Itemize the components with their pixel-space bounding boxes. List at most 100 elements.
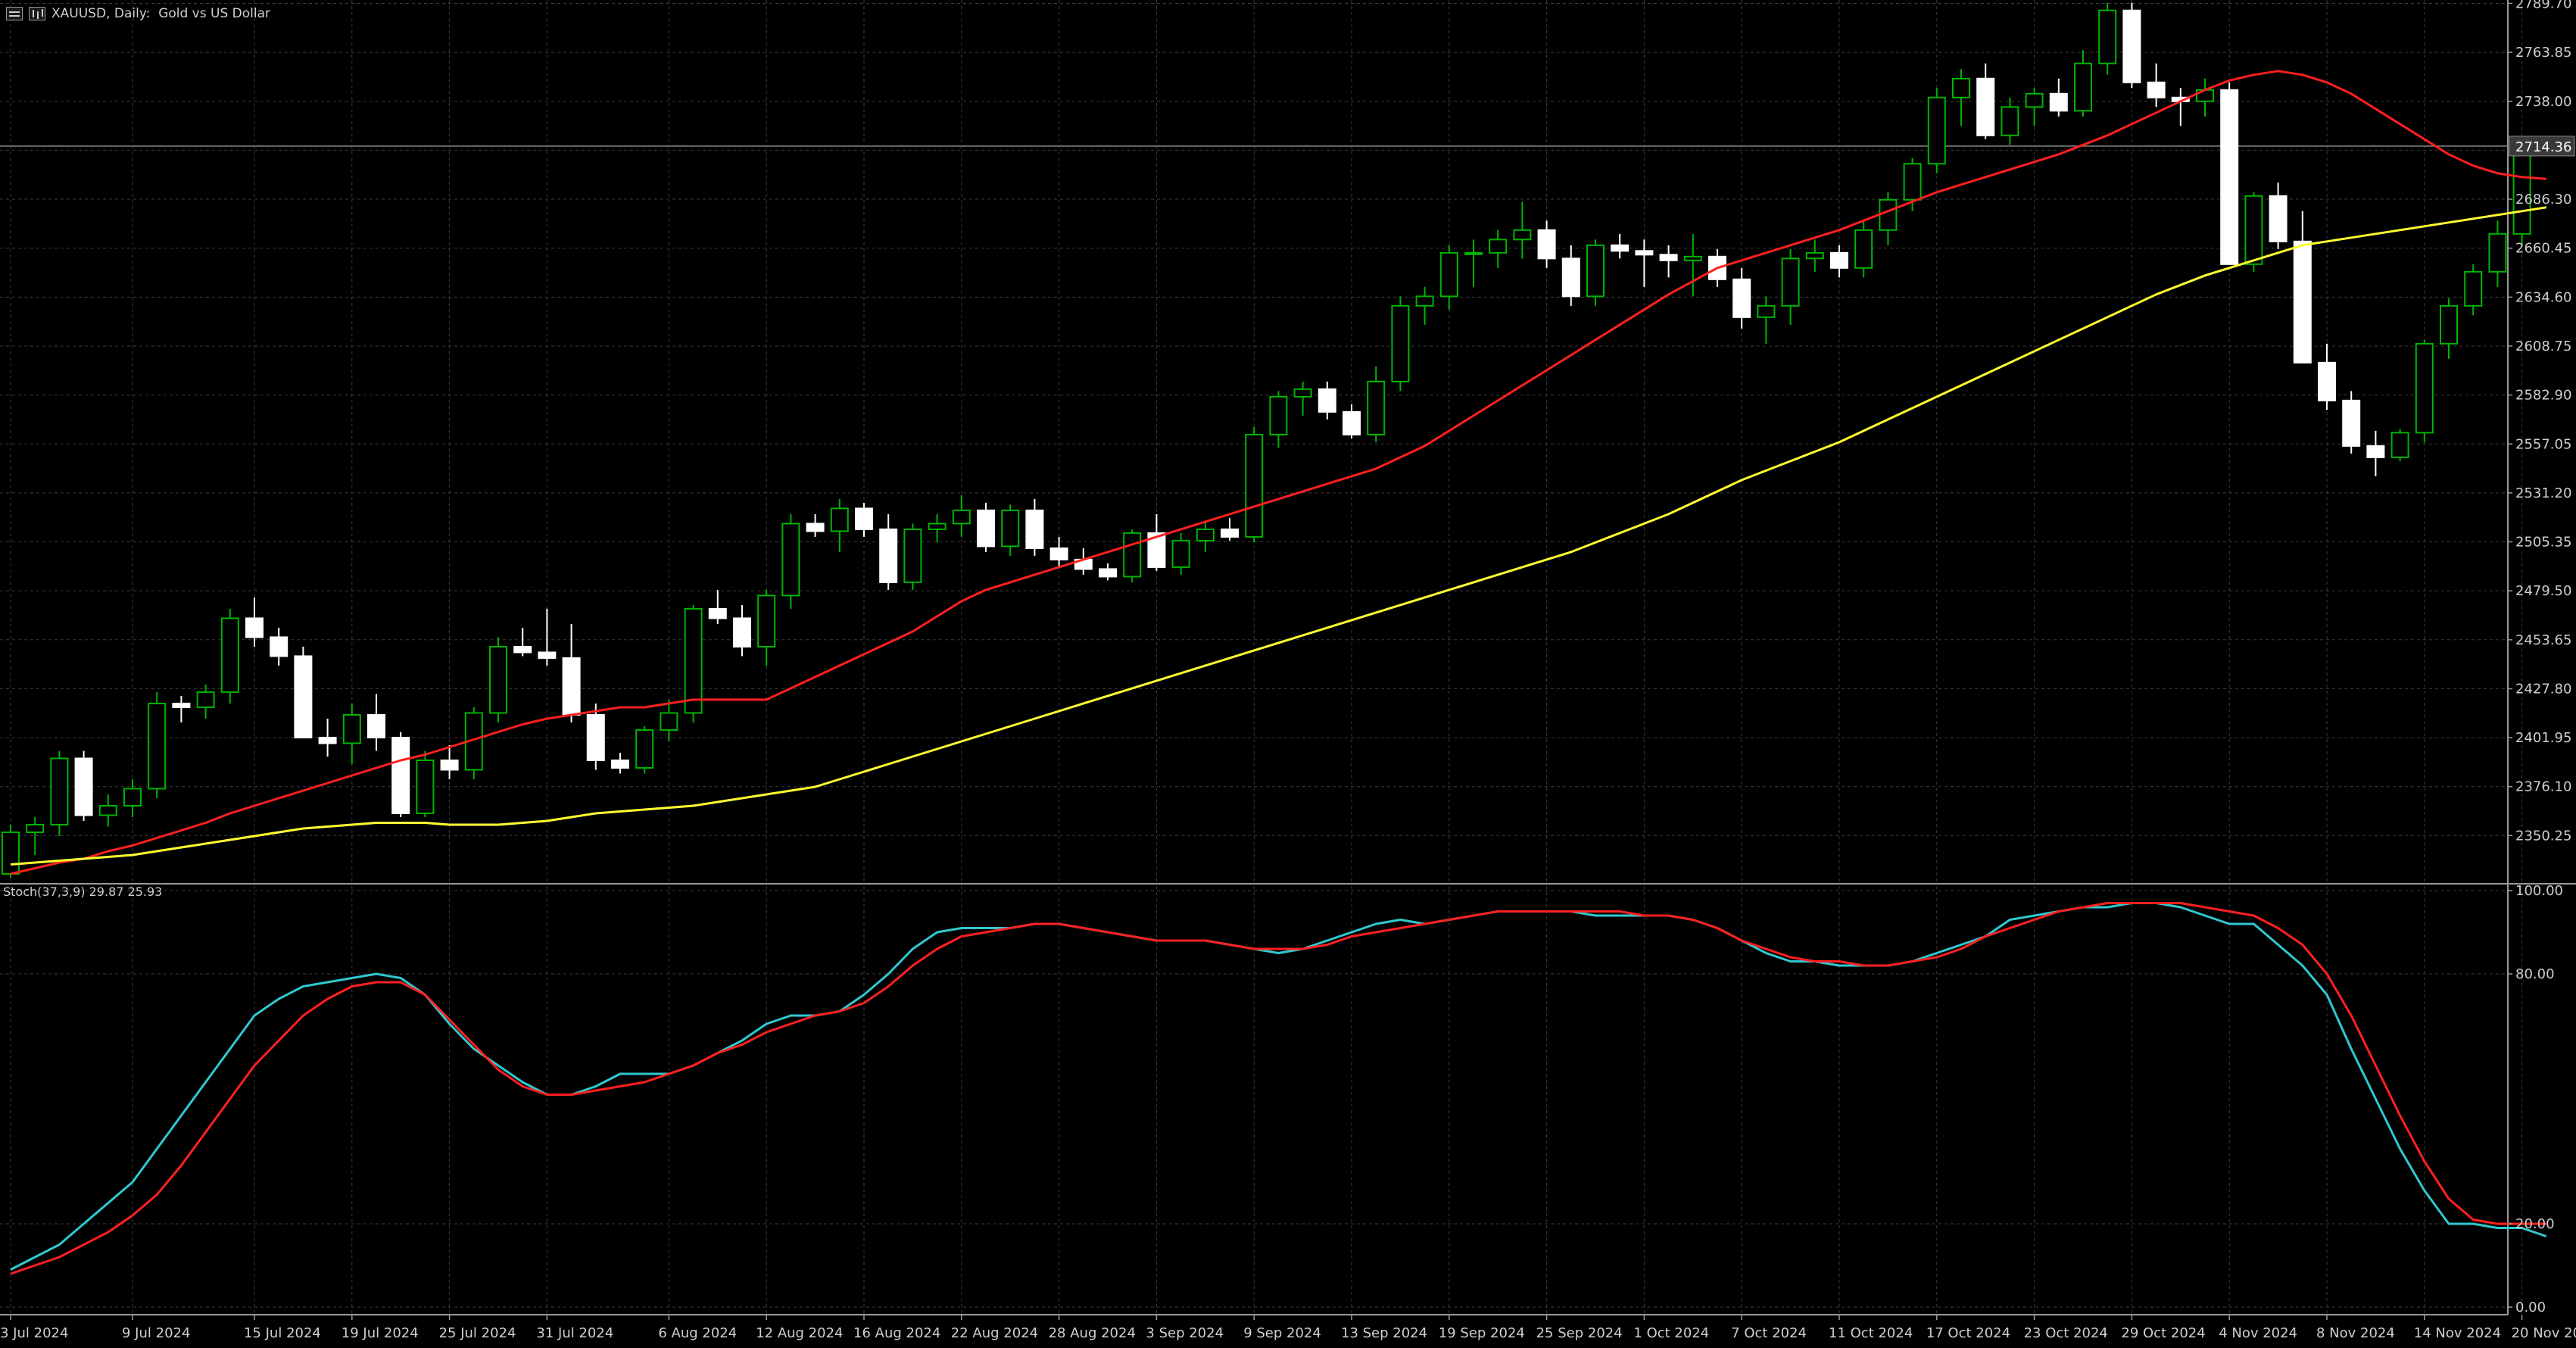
price-tick-label: 2738.00: [2515, 94, 2571, 110]
candle-body: [2440, 304, 2458, 345]
price-axis[interactable]: 2789.70 2763.85 2738.00 2686.30 2660.45 2634.…: [2508, 0, 2575, 1315]
candle-body: [172, 702, 191, 708]
candle-body: [2464, 270, 2483, 307]
candle-body: [1879, 198, 1898, 231]
time-tick-label: 1 Oct 2024: [1633, 1325, 1709, 1341]
time-tick-label: 19 Sep 2024: [1439, 1325, 1525, 1341]
ma-slow-line: [10, 206, 2547, 866]
time-tick-label: 15 Jul 2024: [244, 1325, 321, 1341]
bar-chart-icon[interactable]: [29, 7, 45, 20]
candle-body: [1805, 251, 1824, 260]
time-tick-label: 9 Jul 2024: [122, 1325, 190, 1341]
candle-body: [245, 617, 264, 638]
time-axis[interactable]: 3 Jul 2024 9 Jul 2024 15 Jul 2024 19 Jul 20…: [0, 1315, 2576, 1341]
candle-body: [1464, 251, 1483, 255]
candle-body: [1781, 257, 1800, 307]
time-tick-label: 6 Aug 2024: [658, 1325, 737, 1341]
candle-body: [513, 645, 532, 654]
candle-body: [1611, 244, 1629, 252]
time-tick-label: 11 Oct 2024: [1829, 1325, 1913, 1341]
candle-body: [586, 713, 605, 761]
candle-body: [294, 655, 313, 738]
candle-body: [270, 636, 288, 657]
candle-body: [562, 657, 581, 716]
candle-body: [1099, 568, 1117, 578]
candle-body: [1269, 395, 1288, 435]
time-tick-label: 4 Nov 2024: [2219, 1325, 2297, 1341]
candle-body: [1025, 509, 1044, 549]
stoch-tick-label: 20.00: [2515, 1216, 2555, 1232]
candle-body: [50, 757, 69, 825]
time-tick-label: 29 Oct 2024: [2121, 1325, 2205, 1341]
candle-body: [757, 594, 776, 647]
candle-body: [2488, 232, 2507, 273]
stoch-tick-label: 80.00: [2515, 966, 2555, 982]
chart-menu-icon[interactable]: [6, 7, 23, 20]
candle-body: [1439, 251, 1458, 298]
candle-body: [2122, 9, 2141, 83]
time-tick-label: 19 Jul 2024: [341, 1325, 419, 1341]
price-tick-label: 2789.70: [2515, 0, 2571, 12]
time-tick-label: 14 Nov 2024: [2414, 1325, 2501, 1341]
candle-body: [2147, 81, 2166, 98]
symbol-description: Gold vs US Dollar: [158, 6, 270, 21]
candle-body: [781, 523, 800, 597]
price-tick-label: 2505.35: [2515, 535, 2571, 551]
price-tick-label: 2660.45: [2515, 241, 2571, 257]
candle-body: [391, 736, 410, 814]
candle-body: [2220, 89, 2239, 265]
candle-body: [1561, 257, 1580, 298]
candle-body: [1635, 250, 1654, 256]
candle-body: [1415, 295, 1434, 307]
candle-body: [2318, 361, 2336, 401]
candle-body: [1757, 304, 1776, 318]
candle-body: [318, 736, 337, 744]
candle-body: [708, 607, 727, 619]
candle-body: [1489, 239, 1508, 254]
candle-body: [1367, 380, 1386, 435]
price-tick-label: 2531.20: [2515, 485, 2571, 501]
candle-body: [1001, 509, 1020, 548]
price-tick-label: 2453.65: [2515, 632, 2571, 648]
candle-body: [1732, 278, 1751, 318]
candle-body: [1049, 547, 1068, 560]
candle-body: [1830, 251, 1848, 269]
price-tick-label: 2557.05: [2515, 436, 2571, 452]
candle-body: [1513, 229, 1532, 241]
candle-body: [2390, 432, 2409, 458]
candle-body: [733, 617, 751, 647]
candle-body: [220, 617, 239, 693]
candle-body: [2269, 195, 2288, 242]
candle-body: [830, 507, 849, 532]
current-price-tag: [2509, 136, 2575, 157]
ma-fast-line: [10, 70, 2546, 875]
candle-body: [2074, 62, 2092, 112]
candle-body: [1196, 528, 1215, 541]
candle-body: [1927, 96, 1946, 165]
candle-body: [2293, 240, 2312, 364]
price-tick-label: 2376.10: [2515, 779, 2571, 795]
candle-body: [2244, 195, 2263, 265]
time-tick-label: 25 Sep 2024: [1536, 1325, 1623, 1341]
candle-body: [2098, 9, 2117, 64]
symbol: XAUUSD: [51, 6, 107, 21]
candle-body: [1659, 254, 1678, 261]
time-tick-label: 25 Jul 2024: [439, 1325, 516, 1341]
candle-body: [1343, 410, 1361, 435]
timeframe: Daily:: [114, 6, 151, 21]
candle-body: [903, 528, 922, 583]
price-tick-label: 2686.30: [2515, 192, 2571, 208]
candle-body: [26, 823, 45, 833]
candle-body: [855, 507, 873, 530]
time-tick-label: 31 Jul 2024: [536, 1325, 613, 1341]
time-tick-label: 17 Oct 2024: [1926, 1325, 2010, 1341]
candle-body: [684, 607, 703, 714]
candle-body: [2049, 92, 2068, 112]
candle-body: [440, 759, 459, 771]
stochastic-label: Stoch(37,3,9) 29.87 25.93: [3, 885, 163, 899]
candle-body: [660, 712, 678, 731]
time-tick-label: 8 Nov 2024: [2316, 1325, 2395, 1341]
main-pane[interactable]: [0, 2, 2547, 878]
stochastic-pane[interactable]: [10, 902, 2547, 1275]
